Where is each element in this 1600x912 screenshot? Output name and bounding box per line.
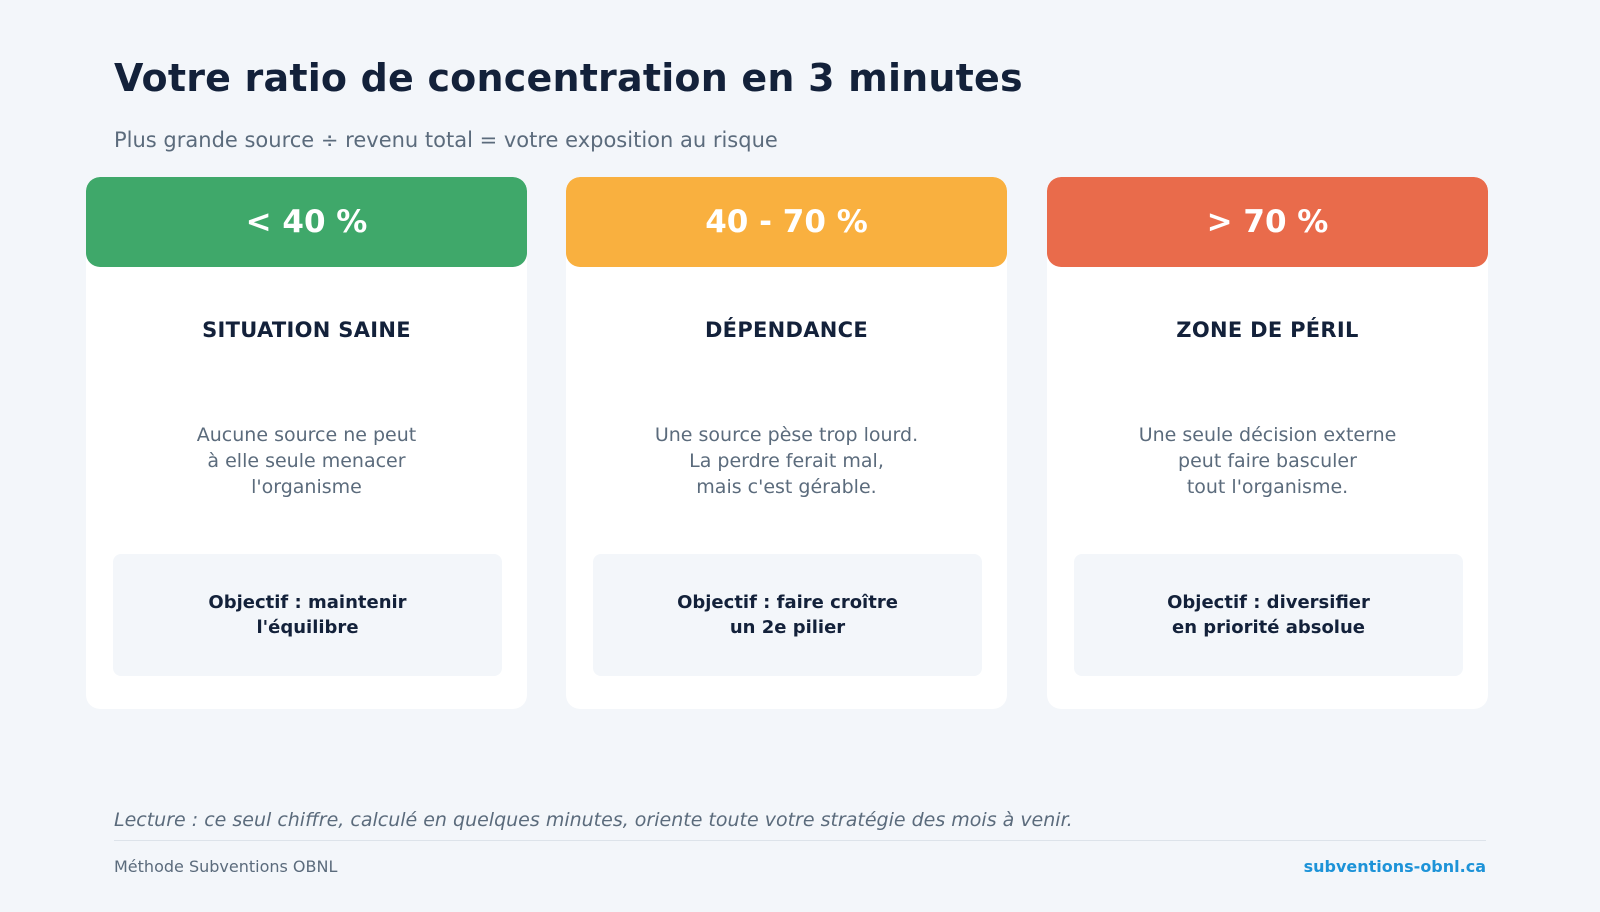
footer-website-link[interactable]: subventions-obnl.ca [1303, 857, 1486, 876]
card-heading: ZONE DE PÉRIL [1176, 318, 1359, 342]
card-healthy: < 40 % SITUATION SAINE Aucune source ne … [86, 177, 527, 709]
card-description-line: Une seule décision externe [1138, 424, 1397, 446]
card-description-line: La perdre ferait mal, [689, 450, 884, 472]
card-danger: > 70 % ZONE DE PÉRIL Une seule décision … [1047, 177, 1488, 709]
card-description-line: à elle seule menacer [207, 450, 406, 472]
objective-line: Objectif : faire croître [677, 592, 898, 613]
card-description: Aucune source ne peut à elle seule menac… [126, 422, 487, 500]
reading-note: Lecture : ce seul chiffre, calculé en qu… [114, 809, 1073, 831]
card-description-line: tout l'organisme. [1186, 476, 1349, 498]
card-description: Une source pèse trop lourd. La perdre fe… [606, 422, 967, 500]
card-dependence: 40 - 70 % DÉPENDANCE Une source pèse tro… [566, 177, 1007, 709]
card-description-line: Aucune source ne peut [196, 424, 417, 446]
objective-line: en priorité absolue [1171, 617, 1366, 638]
objective-line: Objectif : maintenir [208, 592, 407, 613]
card-description-line: peut faire basculer [1178, 450, 1357, 472]
footer-method: Méthode Subventions OBNL [114, 857, 338, 876]
card-heading: DÉPENDANCE [704, 318, 869, 342]
card-range-label: > 70 % [1206, 204, 1329, 240]
card-range-header: > 70 % [1047, 177, 1488, 267]
objective-line: l'équilibre [256, 617, 359, 638]
card-description-line: Une source pèse trop lourd. [654, 424, 919, 446]
card-description-line: l'organisme [251, 476, 362, 498]
footer-divider [114, 840, 1486, 841]
page-title: Votre ratio de concentration en 3 minute… [114, 56, 1023, 100]
card-description-line: mais c'est gérable. [696, 476, 877, 498]
card-description: Une seule décision externe peut faire ba… [1087, 422, 1448, 500]
objective-box: Objectif : maintenir l'équilibre [113, 554, 502, 676]
objective-line: Objectif : diversifier [1167, 592, 1370, 613]
page-subtitle: Plus grande source ÷ revenu total = votr… [114, 128, 778, 152]
card-heading: SITUATION SAINE [202, 318, 411, 342]
objective-box: Objectif : faire croître un 2e pilier [593, 554, 982, 676]
card-range-label: 40 - 70 % [705, 204, 868, 240]
card-range-header: 40 - 70 % [566, 177, 1007, 267]
objective-box: Objectif : diversifier en priorité absol… [1074, 554, 1463, 676]
card-range-header: < 40 % [86, 177, 527, 267]
objective-line: un 2e pilier [729, 617, 846, 638]
card-range-label: < 40 % [245, 204, 368, 240]
